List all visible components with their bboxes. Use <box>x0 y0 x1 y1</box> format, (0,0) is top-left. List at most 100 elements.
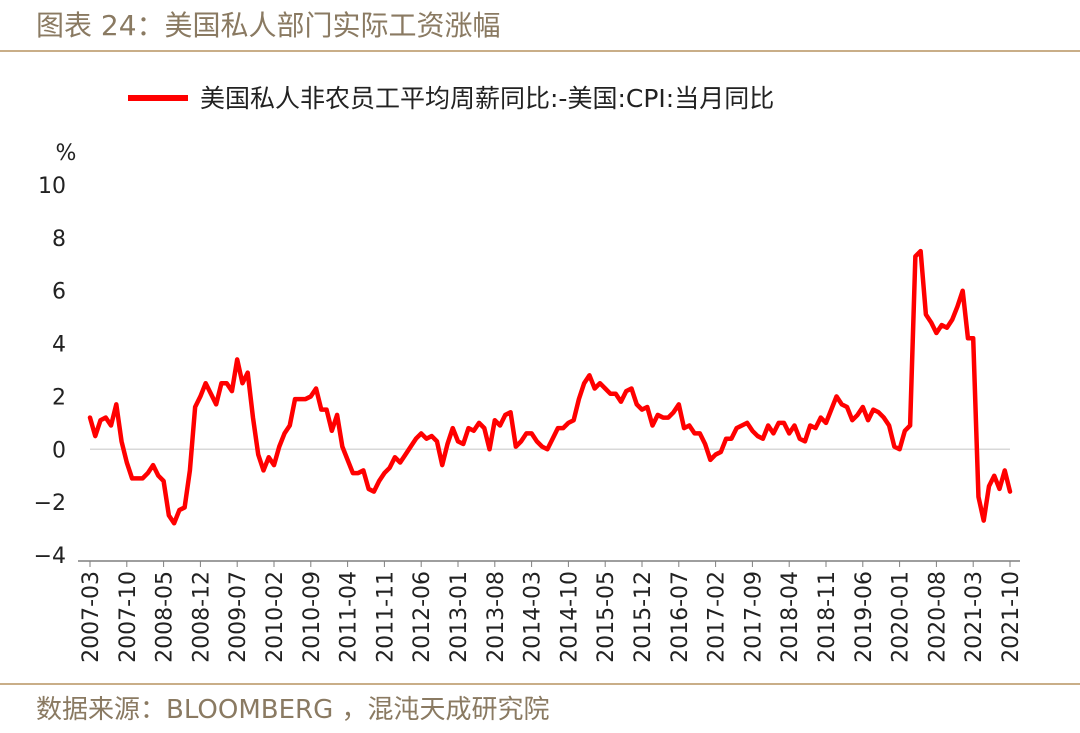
series-point <box>846 406 849 409</box>
series-point <box>315 387 318 390</box>
series-point <box>273 464 276 467</box>
x-tick-label: 2020-08 <box>925 571 950 663</box>
x-tick-label: 2015-05 <box>594 571 619 663</box>
chart-legend: 美国私人非农员工平均周薪同比:-美国:CPI:当月同比 <box>128 84 774 113</box>
series-point <box>152 464 155 467</box>
series-point <box>798 437 801 440</box>
series-point <box>525 432 528 435</box>
series-point <box>730 437 733 440</box>
series-point <box>704 443 707 446</box>
series-point <box>914 255 917 258</box>
x-tick-label: 2018-11 <box>815 571 840 663</box>
series-point <box>173 522 176 525</box>
series-point <box>930 321 933 324</box>
x-tick-label: 2015-12 <box>631 571 656 663</box>
x-tick-label: 2011-11 <box>373 571 398 663</box>
series-point <box>467 427 470 430</box>
x-tick-label: 2014-03 <box>521 571 546 663</box>
series-point <box>583 382 586 385</box>
y-tick-label: 10 <box>38 174 66 199</box>
series-point <box>493 419 496 422</box>
series-point <box>278 445 281 448</box>
series-point <box>183 506 186 509</box>
series-point <box>420 432 423 435</box>
series-point <box>236 358 239 361</box>
series-point <box>551 437 554 440</box>
x-tick-label: 2017-02 <box>705 571 730 663</box>
series-point <box>457 440 460 443</box>
series-point <box>330 429 333 432</box>
series-point <box>940 324 943 327</box>
series-point <box>446 443 449 446</box>
series-point <box>167 514 170 517</box>
series-point <box>688 424 691 427</box>
series-point <box>877 411 880 414</box>
series-point <box>110 424 113 427</box>
title-rule <box>0 50 1080 52</box>
series-point <box>425 437 428 440</box>
x-tick-label: 2017-09 <box>741 571 766 663</box>
series-point <box>756 435 759 438</box>
series-point <box>803 440 806 443</box>
series-point <box>435 440 438 443</box>
series-point <box>146 472 149 475</box>
series-point <box>693 432 696 435</box>
y-tick-label: 8 <box>52 227 66 252</box>
series-point <box>641 408 644 411</box>
source-note: 数据来源：BLOOMBERG ，混沌天成研究院 <box>36 695 550 725</box>
series-point <box>656 413 659 416</box>
x-tick-label: 2007-03 <box>79 571 104 663</box>
series-point <box>251 416 254 419</box>
series-point <box>125 461 128 464</box>
series-point <box>157 474 160 477</box>
series-point <box>409 445 412 448</box>
series-point <box>604 387 607 390</box>
series-point <box>630 387 633 390</box>
series-point <box>598 382 601 385</box>
series-point <box>367 487 370 490</box>
series-point <box>825 421 828 424</box>
series-point <box>357 472 360 475</box>
series-point <box>393 456 396 459</box>
series-point <box>299 398 302 401</box>
series-point <box>294 398 297 401</box>
series-point <box>625 390 628 393</box>
series-point <box>714 453 717 456</box>
x-tick-label: 2014-10 <box>557 571 582 663</box>
series-point <box>614 392 617 395</box>
legend-label: 美国私人非农员工平均周薪同比:-美国:CPI:当月同比 <box>200 84 774 113</box>
x-tick-label: 2021-10 <box>999 571 1024 663</box>
series-point <box>872 408 875 411</box>
series-point <box>283 432 286 435</box>
series-point <box>1009 490 1012 493</box>
series-point <box>966 337 969 340</box>
series-point <box>835 395 838 398</box>
series-point <box>662 416 665 419</box>
series-point <box>225 382 228 385</box>
series-point <box>698 432 701 435</box>
series-point <box>372 490 375 493</box>
series-point <box>609 392 612 395</box>
series-point <box>709 458 712 461</box>
series-point <box>94 435 97 438</box>
series-point <box>325 408 328 411</box>
x-tick-label: 2007-10 <box>116 571 141 663</box>
series-point <box>209 392 212 395</box>
x-tick-label: 2019-06 <box>852 571 877 663</box>
series-point <box>541 445 544 448</box>
x-tick-label: 2020-01 <box>889 571 914 663</box>
series-point <box>483 427 486 430</box>
series-point <box>504 413 507 416</box>
series-point <box>136 477 139 480</box>
x-tick-label: 2013-08 <box>484 571 509 663</box>
y-tick-label: −2 <box>34 491 66 516</box>
series-point <box>304 398 307 401</box>
series-point <box>162 480 165 483</box>
y-axis-unit: % <box>56 141 77 166</box>
x-tick-label: 2021-03 <box>962 571 987 663</box>
series-point <box>677 403 680 406</box>
series-point <box>572 419 575 422</box>
series-point <box>404 453 407 456</box>
x-tick-label: 2016-07 <box>668 571 693 663</box>
series-point <box>462 443 465 446</box>
